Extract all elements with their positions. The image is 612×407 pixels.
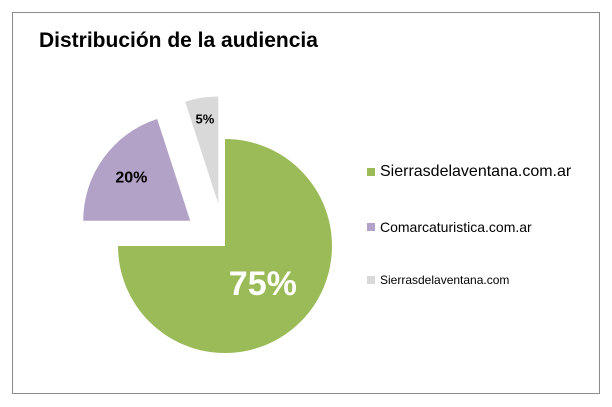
legend-swatch xyxy=(367,223,375,231)
pie-slice xyxy=(83,118,191,221)
legend-item: Comarcaturistica.com.ar xyxy=(367,219,532,235)
data-label: 20% xyxy=(115,169,147,186)
chart-title: Distribución de la audiencia xyxy=(39,29,318,52)
legend-label: Comarcaturistica.com.ar xyxy=(380,219,532,235)
legend-item: Sierrasdelaventana.com xyxy=(367,273,509,287)
legend-swatch xyxy=(367,276,375,284)
data-label: 75% xyxy=(229,265,297,303)
chart-area: Distribución de la audiencia 75% 20% 5% Si… xyxy=(12,12,600,394)
pie-slice xyxy=(185,96,219,204)
pie-slice xyxy=(118,139,332,353)
legend-item: Sierrasdelaventana.com.ar xyxy=(367,163,571,181)
pie-chart: 75% 20% 5% xyxy=(83,96,332,353)
data-label: 5% xyxy=(195,111,214,126)
legend-label: Sierrasdelaventana.com xyxy=(380,273,510,287)
legend-swatch xyxy=(367,168,375,176)
legend-label: Sierrasdelaventana.com.ar xyxy=(380,163,572,180)
